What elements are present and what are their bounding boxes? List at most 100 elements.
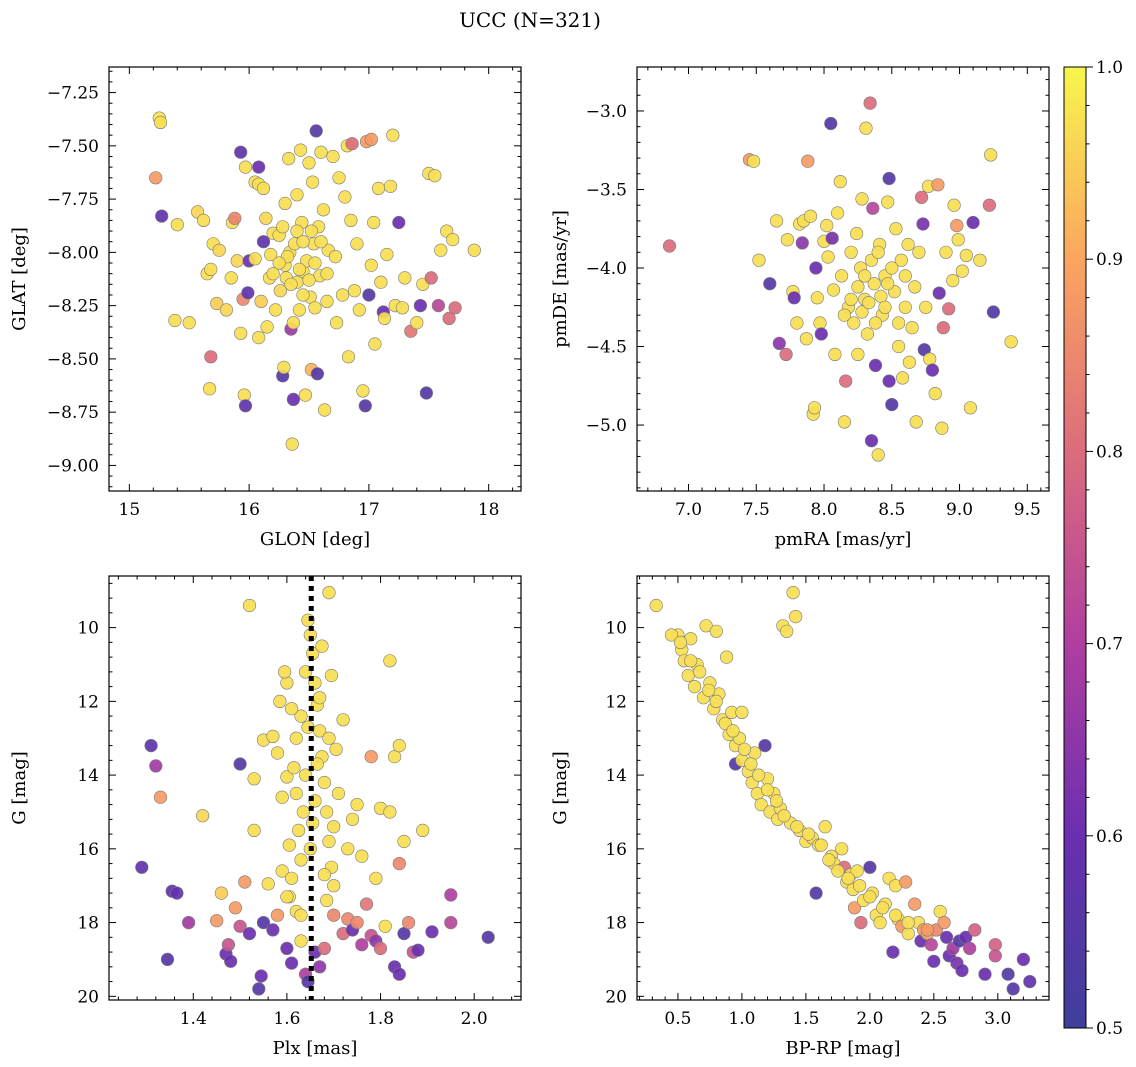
data-point xyxy=(284,277,298,291)
data-point xyxy=(254,969,268,983)
data-point xyxy=(221,938,235,952)
y-tick-label: 20 xyxy=(77,987,99,1007)
axes-frame xyxy=(108,66,522,492)
data-point xyxy=(347,284,362,298)
data-point xyxy=(916,217,930,231)
data-point xyxy=(446,233,460,247)
data-point xyxy=(886,945,900,959)
data-point xyxy=(844,245,858,259)
data-point xyxy=(951,233,965,247)
data-point xyxy=(867,277,881,291)
data-point xyxy=(330,316,344,330)
x-tick-label: 9.5 xyxy=(1014,500,1041,520)
x-tick-label: 1.0 xyxy=(728,1009,755,1029)
data-point xyxy=(182,316,196,330)
data-point xyxy=(259,211,273,225)
data-point xyxy=(963,941,977,956)
data-point xyxy=(290,188,304,202)
data-point xyxy=(386,128,400,142)
panel-3: 1.4 1.6 1.8 2.0 10 12 14 16 18 20 Plx [mas] G [mag] xyxy=(9,575,522,1059)
data-point xyxy=(772,336,786,351)
y-tick-label: 12 xyxy=(605,692,627,712)
data-point xyxy=(837,308,852,322)
data-point xyxy=(294,934,308,948)
data-point xyxy=(304,224,319,238)
ticks xyxy=(637,576,1050,1000)
data-point xyxy=(392,967,406,981)
data-point xyxy=(287,761,301,775)
data-point xyxy=(322,585,336,600)
panels: 15 16 17 18 −9.00 −8.75 −8.50 −8.25 −8.00 −7.75 −7… xyxy=(9,66,1050,1059)
data-point xyxy=(871,448,885,462)
data-point xyxy=(292,262,307,277)
data-point xyxy=(345,137,359,151)
data-point xyxy=(153,790,168,804)
colorbar-tick-label: 0.6 xyxy=(1096,827,1123,847)
data-point xyxy=(302,273,316,287)
data-point xyxy=(296,235,310,249)
data-point xyxy=(266,267,280,281)
data-point xyxy=(241,286,255,300)
data-point xyxy=(153,115,168,129)
data-point xyxy=(362,288,376,302)
data-point xyxy=(388,750,402,764)
data-point xyxy=(219,303,233,317)
data-point xyxy=(855,192,869,206)
data-point xyxy=(345,812,360,826)
data-point xyxy=(320,294,334,309)
data-point xyxy=(212,243,226,257)
data-point xyxy=(210,296,224,311)
y-tick-label: −8.75 xyxy=(47,403,99,423)
data-point xyxy=(270,746,285,760)
data-point xyxy=(901,915,915,930)
data-point xyxy=(444,915,458,930)
data-point xyxy=(318,403,332,417)
data-point xyxy=(467,243,481,257)
data-point xyxy=(338,190,352,204)
data-point xyxy=(290,224,304,238)
data-point xyxy=(270,908,285,922)
data-point xyxy=(275,864,289,878)
data-point xyxy=(282,152,296,166)
x-axis-label: BP-RP [mag] xyxy=(785,1038,900,1059)
data-point xyxy=(247,823,261,838)
data-point xyxy=(350,915,364,930)
data-point xyxy=(758,738,772,753)
data-point xyxy=(234,326,248,340)
data-point xyxy=(895,371,910,385)
data-point xyxy=(292,303,307,317)
data-point xyxy=(242,598,257,613)
data-point xyxy=(203,382,217,396)
data-point xyxy=(317,867,332,882)
x-tick-label: 2.5 xyxy=(920,1009,947,1029)
data-point xyxy=(197,213,211,227)
data-point xyxy=(149,171,163,185)
data-point xyxy=(809,886,823,900)
y-tick-label: −8.00 xyxy=(47,243,99,263)
x-axis-label: Plx [mas] xyxy=(273,1038,358,1059)
data-point xyxy=(825,231,839,245)
data-point xyxy=(302,156,316,170)
data-point xyxy=(777,809,791,823)
panel-4: 0.5 1.0 1.5 2.0 2.5 3.0 10 12 14 16 18 20 BP-RP [mag… xyxy=(550,575,1050,1059)
data-point xyxy=(822,853,836,867)
data-point xyxy=(693,665,707,679)
data-point xyxy=(416,823,430,838)
x-tick-label: 2.0 xyxy=(461,1009,488,1029)
data-point xyxy=(807,401,822,415)
axes-frame xyxy=(108,575,522,1001)
data-point xyxy=(210,914,224,928)
x-tick-label: 15 xyxy=(119,500,141,520)
data-point xyxy=(1004,335,1018,349)
data-point xyxy=(392,215,406,230)
colorbar-ticks: 0.5 0.6 0.7 0.8 0.9 1.0 xyxy=(1086,58,1123,1039)
data-point xyxy=(314,235,328,249)
data-point xyxy=(709,694,723,709)
data-point xyxy=(313,691,327,705)
data-point xyxy=(988,938,1002,952)
data-point xyxy=(264,247,278,262)
data-point xyxy=(799,332,814,346)
data-point xyxy=(912,245,926,259)
data-point xyxy=(923,352,937,366)
data-point xyxy=(350,797,364,812)
